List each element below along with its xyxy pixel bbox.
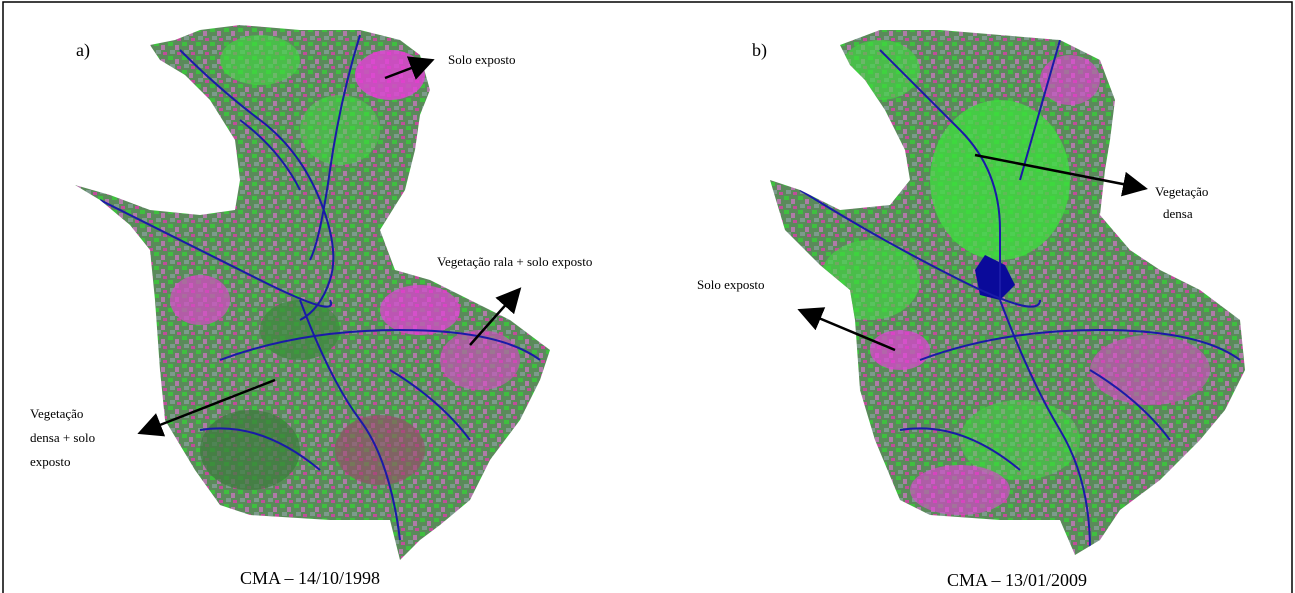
annotation: Solo exposto (448, 52, 516, 67)
annotation: densa (1163, 206, 1193, 221)
map-a (60, 20, 560, 570)
annotation: Vegetação (30, 406, 83, 421)
annotation: Vegetação rala + solo exposto (437, 254, 592, 269)
annotation: exposto (30, 454, 70, 469)
annotation: Solo exposto (697, 277, 765, 292)
annotation: densa + solo (30, 430, 95, 445)
panel-label: a) (76, 40, 90, 61)
map-b (760, 20, 1260, 570)
annotation: Vegetação (1155, 184, 1208, 199)
figure: a) Solo exposto Vegetação rala + solo ex… (0, 0, 1295, 593)
panel-label: b) (752, 40, 767, 61)
caption: CMA – 14/10/1998 (240, 568, 380, 588)
caption: CMA – 13/01/2009 (947, 570, 1087, 590)
